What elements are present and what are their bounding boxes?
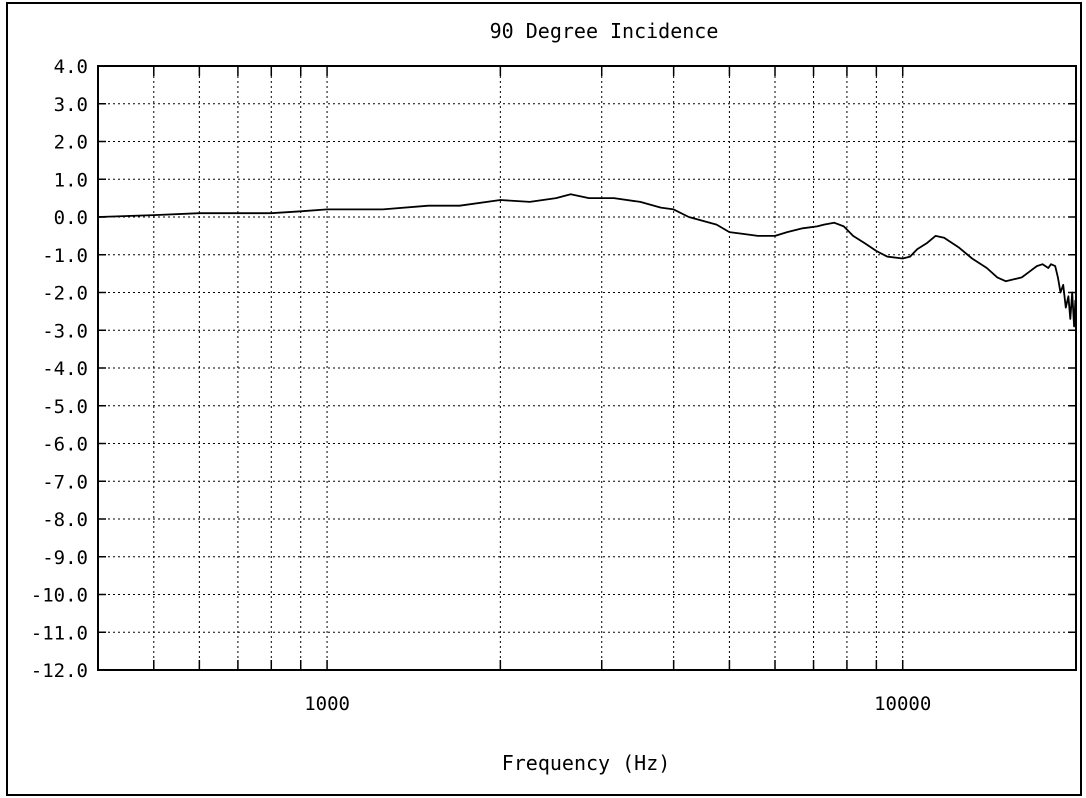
x-tick-label: 1000 <box>304 693 350 715</box>
y-tick-label: -10.0 <box>31 585 88 607</box>
series-layer <box>97 193 1077 328</box>
y-tick-label: 3.0 <box>54 94 88 116</box>
series-line-1 <box>97 193 1077 328</box>
y-tick-label: 4.0 <box>54 56 88 78</box>
axis-ticks <box>98 65 1076 671</box>
y-tick-label: 0.0 <box>54 207 88 229</box>
y-tick-label: -12.0 <box>31 660 88 682</box>
y-tick-label: 1.0 <box>54 169 88 191</box>
y-tick-label: -3.0 <box>42 320 88 342</box>
chart-title: 90 Degree Incidence <box>490 19 719 43</box>
x-axis-label: Frequency (Hz) <box>502 751 671 775</box>
y-tick-label: -7.0 <box>42 471 88 493</box>
y-tick-label: -1.0 <box>42 245 88 267</box>
y-tick-label: -5.0 <box>42 396 88 418</box>
grid-lines <box>98 66 1076 670</box>
tick-labels: 4.0 3.0 2.0 1.0 0.0 -1.0 -2.0 -3.0 -4.0 -5.0 -6.0 -… <box>31 56 932 715</box>
y-tick-label: -9.0 <box>42 547 88 569</box>
y-tick-label: 2.0 <box>54 132 88 154</box>
y-tick-label: -6.0 <box>42 434 88 456</box>
y-tick-label: -4.0 <box>42 358 88 380</box>
x-tick-label: 10000 <box>874 693 931 715</box>
y-tick-label: -2.0 <box>42 283 88 305</box>
chart-frame <box>6 2 1082 796</box>
y-tick-label: -8.0 <box>42 509 88 531</box>
y-tick-label: -11.0 <box>31 622 88 644</box>
